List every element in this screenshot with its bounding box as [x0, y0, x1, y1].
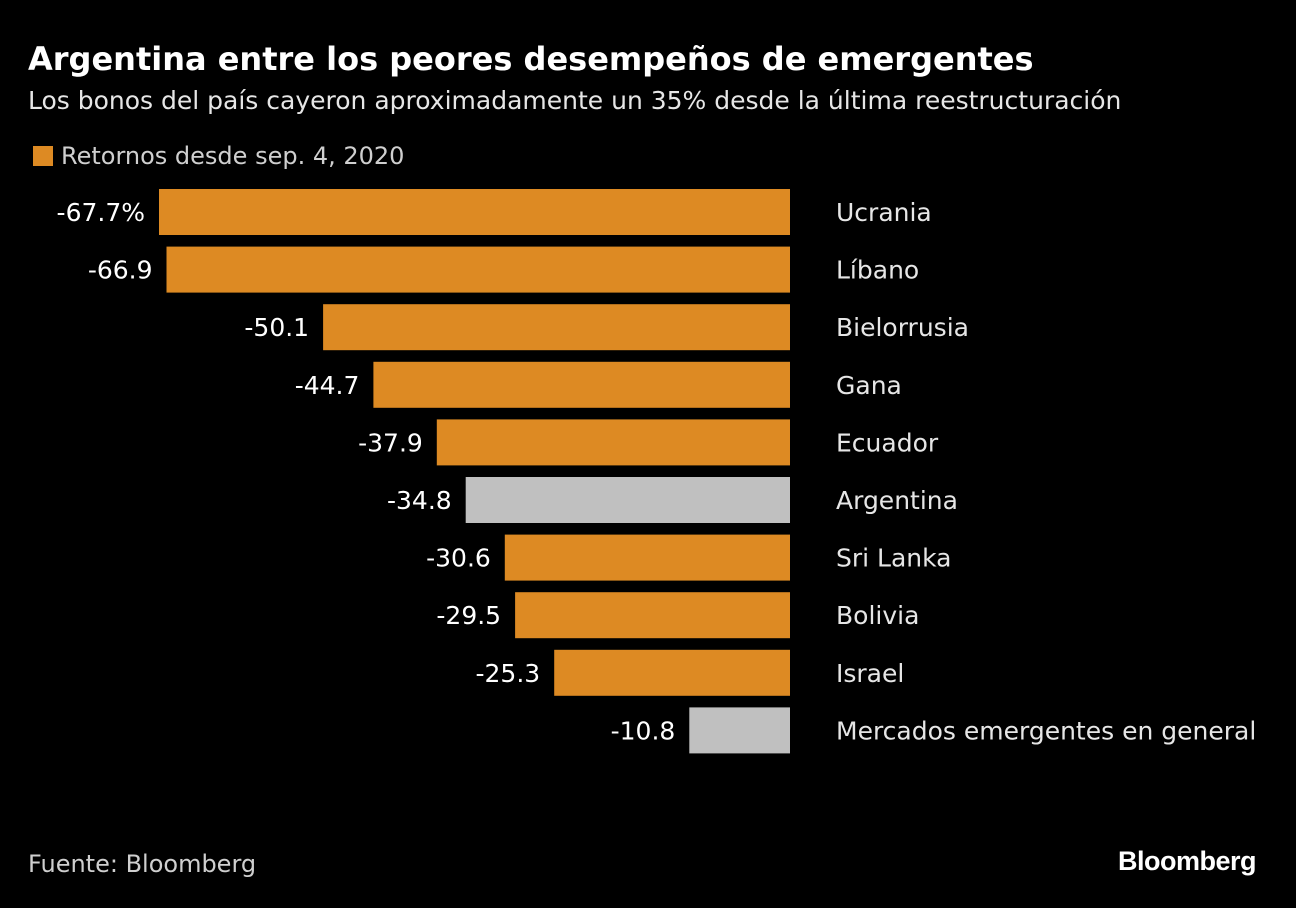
- bar-ucrania: [159, 189, 790, 235]
- source-note: Fuente: Bloomberg: [28, 850, 257, 878]
- bar-bolivia: [515, 592, 790, 639]
- value-label-libano: -66.9: [88, 256, 153, 285]
- category-label-israel: Israel: [836, 659, 904, 688]
- value-label-gana: -44.7: [295, 371, 360, 400]
- category-label-argentina: Argentina: [836, 486, 958, 515]
- bar-sri-lanka: [504, 534, 790, 581]
- value-label-sri-lanka: -30.6: [426, 544, 491, 573]
- value-label-ecuador: -37.9: [358, 428, 423, 457]
- category-label-ecuador: Ecuador: [836, 428, 939, 457]
- category-label-mercados-emergentes-en-general: Mercados emergentes en general: [836, 716, 1256, 745]
- bar-israel: [554, 649, 790, 696]
- category-label-sri-lanka: Sri Lanka: [836, 544, 952, 573]
- brand-logo: Bloomberg: [1117, 846, 1257, 876]
- bar-libano: [166, 246, 790, 293]
- value-label-bielorrusia: -50.1: [244, 313, 309, 342]
- value-label-argentina: -34.8: [387, 486, 452, 515]
- chart-title: Argentina entre los peores desempeños de…: [28, 40, 1034, 78]
- value-label-israel: -25.3: [476, 659, 541, 688]
- legend-swatch: [33, 146, 53, 166]
- category-label-ucrania: Ucrania: [836, 198, 932, 227]
- category-label-bolivia: Bolivia: [836, 601, 919, 630]
- value-label-bolivia: -29.5: [436, 601, 501, 630]
- value-label-ucrania: -67.7%: [57, 198, 145, 227]
- category-label-gana: Gana: [836, 371, 902, 400]
- legend: Retornos desde sep. 4, 2020: [33, 142, 404, 170]
- bar-gana: [373, 361, 790, 408]
- legend-label: Retornos desde sep. 4, 2020: [61, 142, 405, 170]
- category-label-libano: Líbano: [836, 256, 919, 285]
- category-label-bielorrusia: Bielorrusia: [836, 313, 969, 342]
- bar-mercados-emergentes-en-general: [689, 707, 790, 754]
- bar-argentina: [465, 477, 790, 523]
- bar-ecuador: [436, 419, 790, 466]
- chart-subtitle: Los bonos del país cayeron aproximadamen…: [28, 86, 1122, 115]
- value-label-mercados-emergentes-en-general: -10.8: [611, 716, 676, 745]
- bar-bielorrusia: [323, 304, 790, 351]
